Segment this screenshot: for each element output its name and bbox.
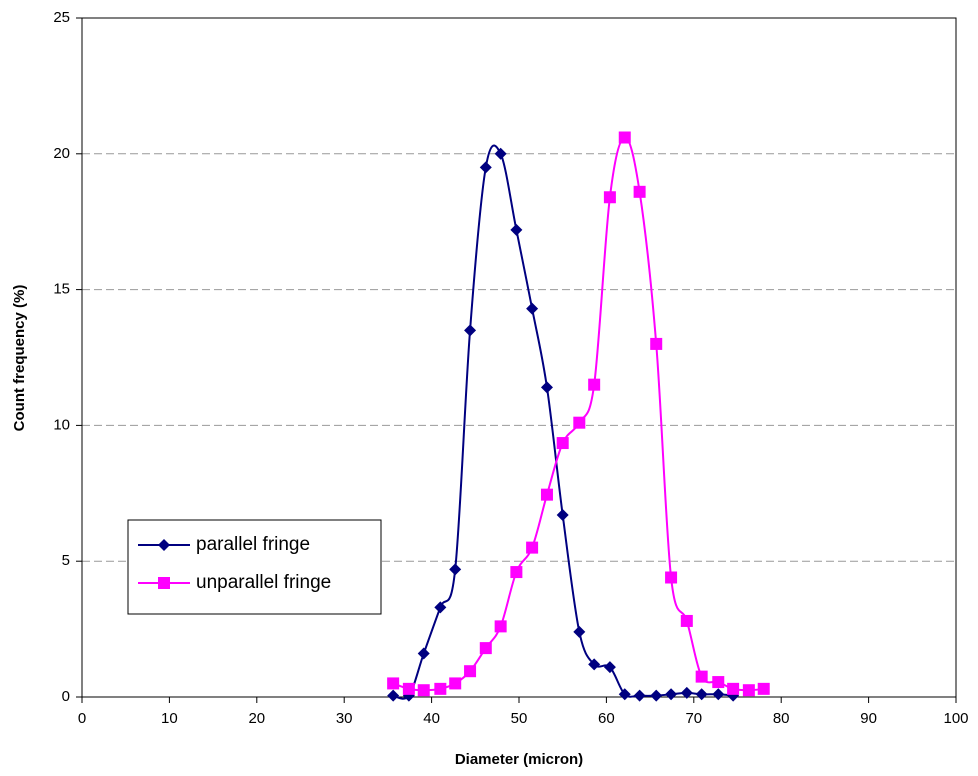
legend-label: parallel fringe (196, 534, 310, 555)
marker (556, 509, 569, 522)
marker (712, 688, 725, 701)
marker (494, 620, 507, 633)
marker (417, 684, 430, 697)
marker (510, 223, 523, 236)
marker (387, 689, 400, 702)
marker (633, 185, 646, 198)
marker (479, 642, 492, 655)
marker (727, 682, 740, 695)
marker (618, 688, 631, 701)
marker (742, 684, 755, 697)
plot-frame (81, 17, 957, 698)
marker (650, 689, 663, 702)
x-tick-label: 60 (598, 710, 615, 727)
marker (573, 416, 586, 429)
marker (603, 191, 616, 204)
legend-label: unparallel fringe (196, 572, 331, 593)
marker (540, 381, 553, 394)
y-tick-label: 15 (53, 281, 70, 298)
marker (603, 661, 616, 674)
marker (449, 677, 462, 690)
y-tick-label: 0 (62, 688, 70, 705)
y-tick-label: 5 (62, 552, 70, 569)
y-axis-title: Count frequency (%) (11, 285, 28, 432)
marker (402, 682, 415, 695)
marker (633, 689, 646, 702)
x-tick-label: 90 (860, 710, 877, 727)
marker (434, 682, 447, 695)
x-tick-label: 80 (773, 710, 790, 727)
marker (449, 563, 462, 576)
marker (665, 688, 678, 701)
y-tick-label: 20 (53, 145, 70, 162)
marker (158, 539, 170, 551)
marker (712, 676, 725, 689)
marker (417, 647, 430, 660)
x-tick-label: 100 (943, 710, 968, 727)
marker (464, 665, 477, 678)
marker (526, 541, 539, 554)
marker (540, 488, 553, 501)
x-tick-label: 10 (161, 710, 178, 727)
marker (665, 571, 678, 584)
x-tick-label: 30 (336, 710, 353, 727)
marker (510, 566, 523, 579)
legend-box (127, 519, 382, 615)
marker (434, 601, 447, 614)
marker (556, 437, 569, 450)
marker (680, 614, 693, 627)
x-tick-label: 70 (685, 710, 702, 727)
x-axis-title: Diameter (micron) (455, 751, 583, 768)
marker (387, 677, 400, 690)
marker (588, 378, 601, 391)
marker (494, 147, 507, 160)
marker (479, 161, 492, 174)
x-tick-label: 40 (423, 710, 440, 727)
marker (464, 324, 477, 337)
marker (158, 577, 170, 589)
y-tick-label: 25 (53, 9, 70, 26)
marker (695, 670, 708, 683)
marker (650, 337, 663, 350)
marker (526, 302, 539, 315)
marker (588, 658, 601, 671)
x-tick-label: 20 (248, 710, 265, 727)
marker (618, 131, 631, 144)
marker (573, 625, 586, 638)
marker (757, 682, 770, 695)
series-line (392, 136, 764, 692)
x-tick-label: 0 (78, 710, 86, 727)
x-tick-label: 50 (511, 710, 528, 727)
y-tick-label: 10 (53, 416, 70, 433)
marker (680, 686, 693, 699)
marker (695, 688, 708, 701)
